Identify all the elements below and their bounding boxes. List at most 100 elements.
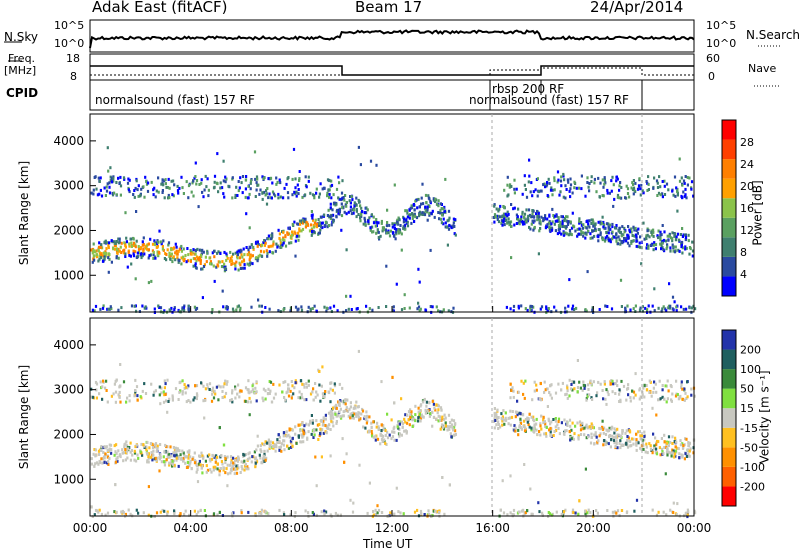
range-gate-cell <box>400 232 403 236</box>
range-gate-cell <box>512 207 515 211</box>
range-gate-cell <box>655 390 658 394</box>
range-gate-cell <box>371 434 374 438</box>
range-gate-cell <box>100 512 103 516</box>
range-gate-cell <box>506 175 509 179</box>
range-gate-cell <box>136 398 139 402</box>
range-gate-cell <box>216 455 219 459</box>
range-gate-cell <box>397 216 400 220</box>
range-gate-cell <box>386 436 390 440</box>
range-gate-cell <box>159 240 162 244</box>
range-gate-cell <box>261 191 264 195</box>
range-gate-cell <box>297 423 300 427</box>
range-gate-cell <box>288 435 291 439</box>
range-gate-cell <box>661 450 664 454</box>
range-gate-cell <box>171 459 174 463</box>
range-gate-cell <box>263 452 266 456</box>
range-gate-cell <box>684 452 687 456</box>
range-gate-cell <box>135 508 138 512</box>
range-gate-cell <box>523 174 526 178</box>
range-gate-cell <box>636 231 639 235</box>
range-gate-cell <box>668 234 671 238</box>
range-gate-cell <box>431 424 434 428</box>
range-gate-cell <box>269 389 272 393</box>
range-gate-cell <box>206 468 210 472</box>
range-gate-cell <box>671 237 674 241</box>
range-gate-cell <box>265 192 268 196</box>
range-gate-cell <box>419 419 422 423</box>
range-gate-cell <box>247 184 250 188</box>
range-gate-cell <box>497 427 500 430</box>
range-gate-cell <box>271 190 275 194</box>
range-gate-cell <box>206 454 209 458</box>
range-gate-cell <box>155 458 158 462</box>
range-gate-cell <box>100 256 103 260</box>
range-gate-cell <box>358 463 361 467</box>
range-gate-cell <box>566 424 569 427</box>
range-gate-cell <box>363 211 366 215</box>
range-gate-cell <box>359 163 362 167</box>
range-gate-cell <box>291 384 294 388</box>
range-gate-cell <box>510 256 513 260</box>
range-gate-cell <box>584 467 587 471</box>
range-gate-cell <box>626 443 629 447</box>
range-gate-cell <box>562 231 565 235</box>
range-gate-cell <box>597 380 600 384</box>
range-gate-cell <box>427 194 430 198</box>
range-gate-cell <box>606 305 609 308</box>
range-gate-cell <box>167 241 171 245</box>
range-gate-cell <box>134 304 137 308</box>
range-gate-cell <box>189 400 192 404</box>
range-gate-cell <box>549 384 552 388</box>
range-gate-cell <box>318 370 321 373</box>
range-gate-cell <box>581 421 584 425</box>
range-gate-cell <box>117 256 120 260</box>
range-gate-cell <box>283 439 286 443</box>
range-gate-cell <box>635 244 638 248</box>
range-gate-cell <box>330 183 334 187</box>
range-gate-cell <box>188 307 191 311</box>
range-gate-cell <box>614 435 617 439</box>
range-gate-cell <box>408 208 411 212</box>
range-gate-cell <box>108 447 111 451</box>
range-gate-cell <box>355 207 358 211</box>
range-gate-cell <box>420 403 423 407</box>
range-gate-cell <box>94 304 98 308</box>
range-gate-cell <box>282 241 285 245</box>
range-gate-cell <box>241 260 244 264</box>
range-gate-cell <box>602 194 605 198</box>
range-gate-cell <box>233 472 236 476</box>
colorbar-swatch <box>722 276 736 296</box>
range-gate-cell <box>136 394 139 398</box>
range-gate-cell <box>187 453 191 457</box>
range-gate-cell <box>339 513 342 517</box>
range-gate-cell <box>99 461 102 465</box>
range-gate-cell <box>671 189 674 193</box>
range-gate-cell <box>446 243 449 247</box>
range-gate-cell <box>328 192 331 196</box>
range-gate-cell <box>448 483 451 487</box>
range-gate-cell <box>688 449 691 453</box>
y-axis-title-velocity: Slant Range [km] <box>17 364 32 470</box>
range-gate-cell <box>678 249 681 253</box>
range-gate-cell <box>646 233 649 237</box>
range-gate-cell <box>239 389 242 393</box>
range-gate-cell <box>196 247 199 251</box>
range-gate-cell <box>117 237 120 241</box>
range-gate-cell <box>142 247 145 251</box>
colorbar-tick-label: 24 <box>740 158 754 171</box>
range-gate-cell <box>437 419 440 423</box>
range-gate-cell <box>603 178 606 182</box>
range-gate-cell <box>593 234 596 238</box>
range-gate-cell <box>444 225 447 229</box>
range-gate-cell <box>257 298 260 302</box>
range-gate-cell <box>678 157 681 161</box>
range-gate-cell <box>514 429 517 433</box>
range-gate-cell <box>376 504 379 508</box>
range-gate-cell <box>556 170 560 174</box>
range-gate-cell <box>632 179 635 182</box>
range-gate-cell <box>168 397 171 401</box>
range-gate-cell <box>304 431 307 435</box>
range-gate-cell <box>613 197 616 201</box>
range-gate-cell <box>442 217 445 221</box>
range-gate-cell <box>292 147 296 151</box>
